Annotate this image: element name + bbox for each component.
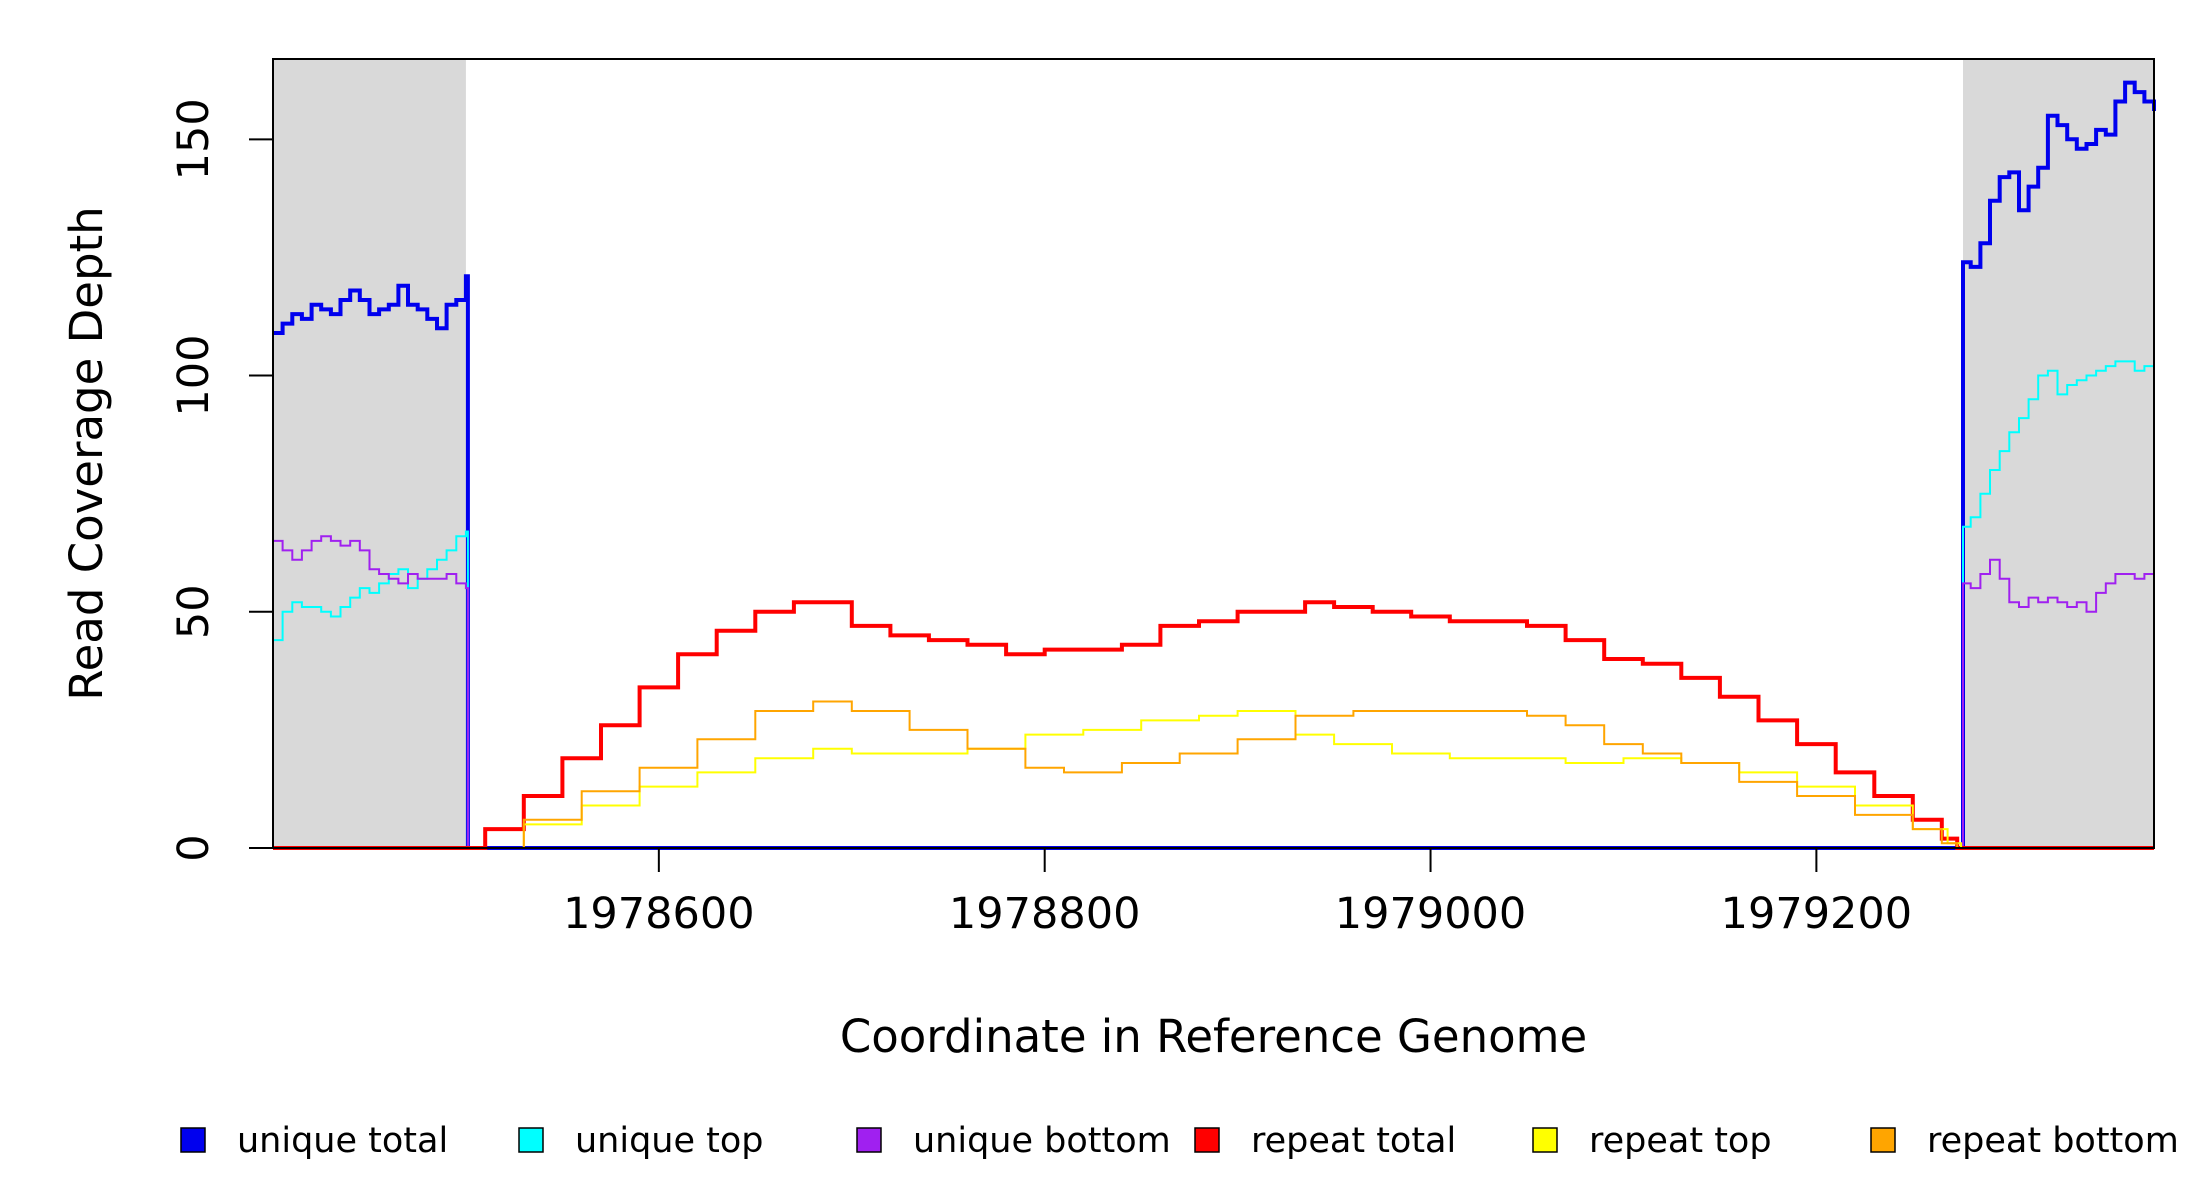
legend-swatch: [856, 1127, 882, 1153]
y-axis: 0 50 100 150: [169, 98, 273, 862]
legend-swatch: [518, 1127, 544, 1153]
legend-label: repeat bottom: [1927, 1121, 2179, 1161]
y-tick-label: 0: [169, 834, 219, 861]
legend-swatch: [1870, 1127, 1896, 1153]
legend-label: unique top: [575, 1121, 764, 1161]
x-tick-label: 1978800: [949, 889, 1141, 939]
legend-label: unique total: [237, 1121, 448, 1161]
y-tick-label: 50: [169, 584, 219, 639]
x-axis: 1978600 1978800 1979000 1979200: [563, 848, 1912, 939]
shaded-region-2: [1963, 59, 2154, 848]
series-repeat-total: [273, 600, 2154, 850]
x-tick-label: 1978600: [563, 889, 755, 939]
legend-swatch: [1194, 1127, 1220, 1153]
shaded-regions: [273, 59, 2154, 848]
plot-frame: [272, 58, 2155, 849]
shaded-region-1: [273, 59, 466, 848]
series-lines: [273, 80, 2156, 850]
legend-label: repeat top: [1589, 1121, 1772, 1161]
x-tick-label: 1979200: [1721, 889, 1913, 939]
y-axis-title: Read Coverage Depth: [60, 206, 113, 700]
y-tick-label: 150: [169, 98, 219, 180]
series-unique-total: [273, 80, 2156, 850]
legend-label: unique bottom: [913, 1121, 1171, 1161]
x-axis-title: Coordinate in Reference Genome: [840, 1010, 1587, 1063]
x-tick-label: 1979000: [1335, 889, 1527, 939]
series-unique-bottom: [273, 535, 2154, 849]
series-unique-top: [273, 360, 2155, 849]
legend: unique total unique top unique bottom repea…: [180, 1121, 2179, 1161]
series-repeat-top: [273, 710, 2154, 849]
legend-swatch: [1532, 1127, 1558, 1153]
y-tick-label: 100: [169, 335, 219, 417]
legend-swatch: [180, 1127, 206, 1153]
legend-label: repeat total: [1251, 1121, 1456, 1161]
series-repeat-bottom: [273, 700, 2154, 849]
